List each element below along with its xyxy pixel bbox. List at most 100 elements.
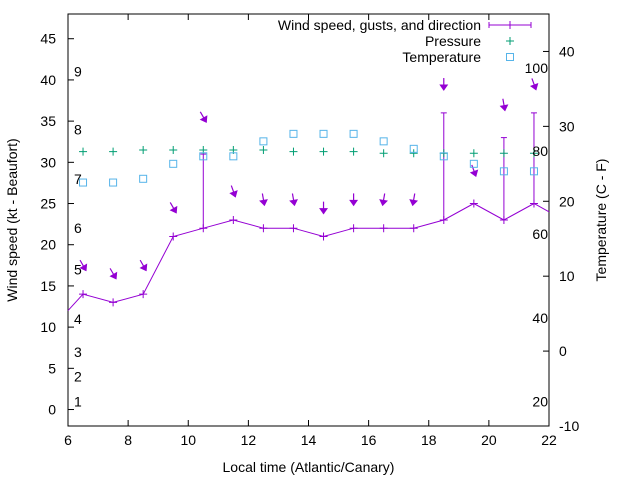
legend-symbol	[506, 53, 514, 61]
x-tick-label: 12	[241, 432, 257, 448]
temperature-point	[499, 167, 508, 176]
y-tick-label: 20	[40, 237, 56, 253]
y-tick-label: 5	[48, 360, 56, 376]
x-tick-label: 14	[301, 432, 317, 448]
x-tick-label: 6	[64, 432, 72, 448]
arrow-head	[259, 199, 268, 207]
x-tick-label: 10	[180, 432, 196, 448]
wind-direction-arrow	[199, 111, 208, 123]
wind-direction-arrow	[529, 78, 539, 91]
y2-tick-label: 0	[559, 343, 567, 359]
temperature-point	[439, 152, 448, 161]
data-layer	[67, 21, 550, 311]
legend-label: Wind speed, gusts, and direction	[278, 17, 481, 33]
arrow-head	[439, 84, 449, 91]
arrow-head	[289, 199, 298, 207]
pressure-point	[109, 147, 118, 156]
y-tick-label: 25	[40, 196, 56, 212]
wind-point	[469, 199, 478, 208]
wind-direction-arrow	[169, 202, 178, 214]
beaufort-label: 3	[74, 344, 82, 360]
arrow-head	[499, 104, 509, 112]
fahrenheit-label: 60	[532, 226, 548, 242]
legend-label: Temperature	[402, 49, 481, 65]
wind-direction-arrow	[349, 193, 359, 207]
pressure-point	[499, 149, 508, 158]
pressure-point	[259, 145, 268, 154]
arrow-head	[229, 190, 238, 198]
y2-tick-label: 20	[559, 193, 575, 209]
temperature-point	[289, 129, 298, 138]
beaufort-label: 1	[74, 393, 82, 409]
wind-point	[229, 216, 238, 224]
pressure-point	[409, 149, 418, 158]
temperature-point	[259, 137, 268, 146]
arrow-head	[319, 208, 328, 215]
y2-tick-label: 10	[559, 268, 575, 284]
temperature-point	[379, 137, 388, 146]
wind-point	[79, 290, 88, 299]
temperature-point	[409, 144, 418, 153]
pressure-point	[529, 149, 538, 158]
pressure-point	[349, 147, 358, 156]
y-tick-label: 30	[40, 154, 56, 170]
wind-direction-arrow	[289, 193, 298, 207]
x-axis-label: Local time (Atlantic/Canary)	[223, 459, 395, 475]
wind-direction-arrow	[469, 164, 479, 178]
pressure-point	[469, 149, 478, 158]
pressure-point	[379, 149, 388, 158]
y-tick-label: 10	[40, 319, 56, 335]
arrow-head	[79, 263, 88, 272]
x-tick-label: 16	[361, 432, 377, 448]
arrow-head	[409, 199, 419, 207]
legend-label: Pressure	[425, 33, 481, 49]
wind-point	[319, 232, 328, 241]
temperature-point	[79, 178, 88, 187]
wind-direction-arrow	[379, 193, 388, 207]
arrow-head	[199, 115, 208, 123]
beaufort-label: 2	[74, 369, 82, 385]
wind-direction-arrow	[259, 193, 268, 207]
x-tick-label: 8	[124, 432, 132, 448]
beaufort-label: 6	[74, 220, 82, 236]
y2-tick-label: 40	[559, 43, 575, 59]
beaufort-label: 5	[74, 261, 82, 277]
legend-plus	[506, 21, 514, 29]
wind-point	[259, 224, 268, 233]
arrow-head	[379, 199, 388, 207]
beaufort-label: 4	[74, 311, 82, 327]
text-layer: 6 8 10 12 14 16 18 20 22051015202530354045-10010…	[4, 17, 609, 475]
y-tick-label: 40	[40, 72, 56, 88]
arrow-head	[139, 263, 148, 272]
wind-point	[109, 298, 118, 307]
temperature-point	[469, 159, 478, 168]
wind-point	[289, 224, 298, 233]
wind-direction-arrow	[409, 193, 419, 207]
wind-point	[169, 232, 178, 241]
x-tick-label: 22	[541, 432, 557, 448]
beaufort-label: 7	[74, 171, 82, 187]
legend-symbol	[488, 21, 532, 29]
wind-direction-arrow	[79, 259, 88, 272]
wind-speed-line	[67, 202, 550, 311]
temperature-point	[349, 129, 358, 138]
wind-direction-arrow	[439, 78, 449, 91]
wind-point	[409, 224, 418, 233]
temperature-point	[199, 152, 208, 161]
y2-tick-label: -10	[559, 418, 579, 434]
y2-axis-label: Temperature (C - F)	[593, 159, 609, 282]
pressure-point	[289, 147, 298, 156]
y-tick-label: 35	[40, 113, 56, 129]
legend-square	[506, 53, 514, 61]
arrow-head	[109, 271, 118, 280]
pressure-point	[319, 147, 328, 156]
wind-direction-arrow	[229, 185, 238, 198]
wind-direction-arrow	[319, 201, 328, 215]
arrow-head	[529, 82, 539, 91]
y-axis-label: Wind speed (kt - Beaufort)	[4, 138, 20, 301]
fahrenheit-label: 100	[525, 60, 549, 76]
y2-tick-label: 30	[559, 118, 575, 134]
y-tick-label: 15	[40, 278, 56, 294]
arrow-head	[169, 205, 178, 214]
